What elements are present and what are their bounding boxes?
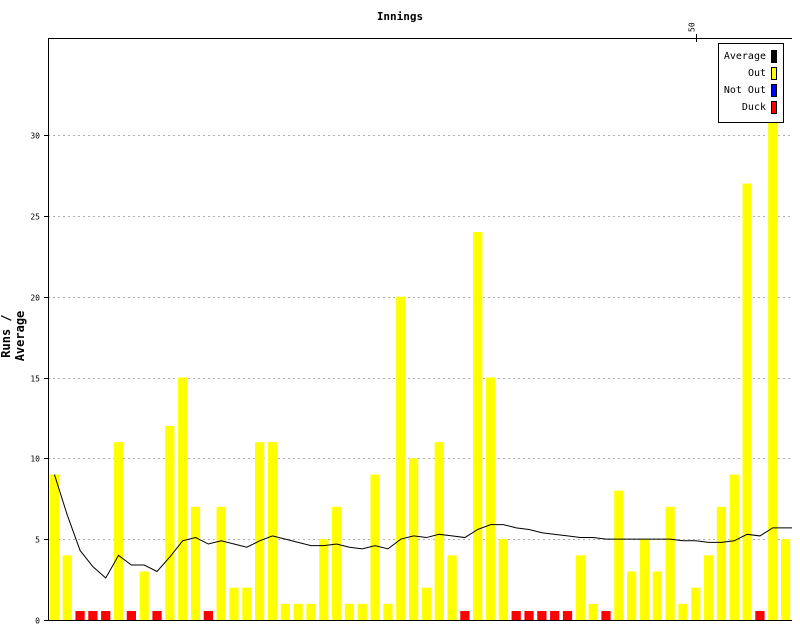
bar-innings-47	[639, 539, 650, 620]
bar-innings-57	[768, 118, 778, 620]
bar-innings-29	[408, 458, 419, 620]
legend-item-duck: Duck	[742, 100, 777, 115]
bar-innings-53	[716, 506, 727, 620]
top-tick-label-50: 50	[688, 22, 697, 32]
bar-innings-55	[742, 183, 752, 620]
bar-innings-30	[421, 587, 432, 620]
legend-item-average: Average	[724, 49, 777, 64]
legend-swatch-average	[771, 50, 777, 63]
bar-innings-40	[550, 611, 560, 620]
bar-innings-19	[280, 603, 290, 620]
bar-innings-50	[678, 603, 688, 620]
bar-innings-5	[101, 611, 111, 620]
bar-innings-27	[383, 603, 393, 620]
bar-innings-17	[255, 442, 265, 620]
legend-item-not-out: Not Out	[724, 83, 777, 98]
bar-innings-51	[691, 587, 701, 620]
bar-innings-44	[601, 611, 611, 620]
bar-innings-54	[729, 474, 739, 620]
legend: Average Out Not Out Duck	[718, 43, 784, 123]
bar-innings-16	[242, 587, 252, 620]
bar-innings-15	[229, 587, 239, 620]
average-line	[53, 474, 792, 579]
y-tick-label-20: 20	[30, 294, 40, 303]
legend-swatch-out	[771, 67, 777, 80]
bar-innings-52	[704, 555, 714, 620]
bar-innings-1	[49, 474, 60, 620]
bar-innings-21	[306, 603, 316, 620]
bar-innings-49	[665, 506, 675, 620]
bar-innings-37	[511, 611, 521, 620]
bar-innings-13	[203, 611, 213, 620]
bar-innings-31	[434, 442, 444, 620]
bar-innings-10	[165, 426, 175, 620]
bars	[49, 118, 791, 620]
top-ticks: 50	[688, 22, 697, 42]
bar-innings-38	[524, 611, 534, 620]
bar-innings-2	[62, 555, 72, 620]
bar-innings-20	[293, 603, 303, 620]
bar-innings-6	[113, 442, 124, 620]
bar-innings-8	[139, 571, 149, 620]
bar-innings-9	[152, 611, 162, 620]
axes	[48, 38, 792, 621]
legend-label-average: Average	[723, 51, 766, 62]
bar-innings-26	[370, 474, 380, 620]
bar-innings-24	[344, 603, 355, 620]
bar-innings-4	[88, 611, 98, 620]
y-tick-label-15: 15	[30, 375, 40, 384]
bar-innings-7	[126, 611, 136, 620]
bar-innings-22	[319, 539, 329, 620]
legend-swatch-not-out	[771, 84, 777, 97]
bar-innings-36	[498, 539, 508, 620]
bar-innings-32	[447, 555, 457, 620]
bar-innings-23	[332, 506, 342, 620]
bar-innings-46	[627, 571, 637, 620]
legend-label-not-out: Not Out	[723, 85, 766, 96]
bar-innings-39	[537, 611, 547, 620]
bar-innings-25	[357, 603, 367, 620]
legend-swatch-duck	[771, 101, 777, 114]
bar-innings-34	[473, 232, 483, 620]
bar-innings-12	[190, 506, 201, 620]
y-tick-label-10: 10	[30, 455, 40, 464]
bar-innings-3	[75, 611, 85, 620]
bar-innings-48	[652, 571, 662, 620]
bar-innings-14	[216, 506, 226, 620]
bar-innings-33	[460, 611, 470, 620]
bar-innings-41	[562, 611, 573, 620]
y-tick-label-0: 0	[35, 617, 40, 626]
y-tick-label-5: 5	[35, 536, 40, 545]
y-ticks: 0 5 10 15 20 25 30	[30, 132, 48, 626]
legend-label-duck: Duck	[741, 102, 766, 113]
y-axis-label: Runs / Average	[0, 310, 27, 362]
bar-innings-35	[485, 377, 496, 620]
bar-innings-28	[396, 296, 406, 620]
bar-innings-11	[178, 377, 188, 620]
legend-item-out: Out	[748, 66, 777, 81]
bar-innings-18	[267, 442, 278, 620]
bar-innings-43	[588, 603, 598, 620]
bar-innings-56	[755, 611, 765, 620]
grid-lines	[48, 135, 792, 540]
bar-innings-45	[614, 490, 624, 620]
y-tick-label-25: 25	[30, 213, 40, 222]
bar-innings-58	[780, 539, 791, 620]
chart-title: Innings	[376, 10, 424, 23]
bar-innings-42	[575, 555, 585, 620]
legend-label-out: Out	[747, 68, 766, 79]
y-tick-label-30: 30	[30, 132, 40, 141]
